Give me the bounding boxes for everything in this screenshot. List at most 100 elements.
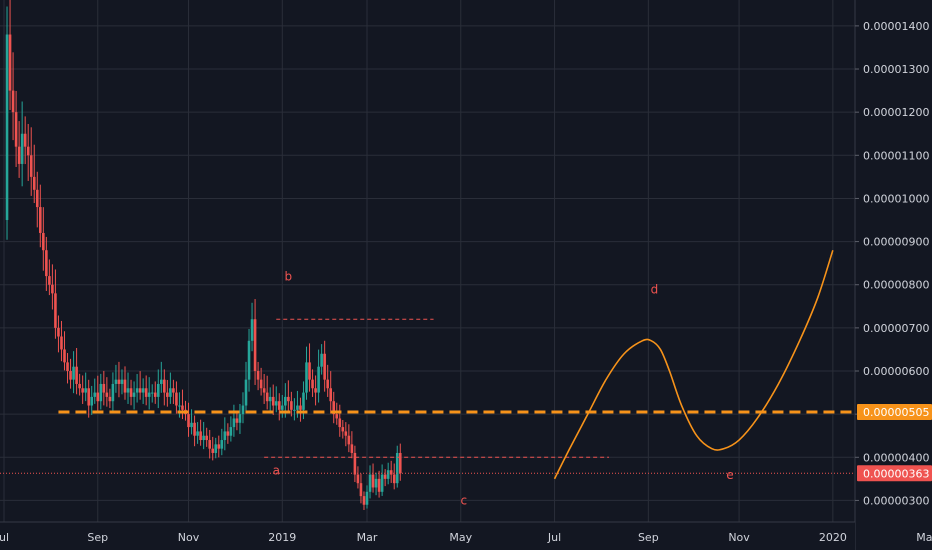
candle-body	[93, 392, 97, 397]
candle-body	[199, 431, 202, 441]
candle-body	[126, 388, 130, 393]
x-tick-label: Jul	[547, 531, 561, 544]
annotation-label-c: c	[460, 494, 467, 508]
candle-body	[156, 383, 160, 397]
candle-body	[32, 176, 36, 190]
candle-body	[217, 444, 221, 449]
candle-body	[262, 388, 266, 393]
candle-body	[350, 444, 354, 453]
candle-body	[196, 431, 199, 436]
candle-body	[265, 392, 269, 402]
y-tick-label: 0.00001300	[863, 63, 929, 76]
candle-body	[259, 379, 263, 389]
x-axis-panel	[0, 522, 855, 550]
candle-body	[72, 366, 75, 380]
candle-body	[117, 379, 121, 384]
candle-body	[317, 366, 320, 393]
candle-body	[338, 418, 342, 428]
candle-body	[377, 478, 381, 492]
candle-body	[299, 405, 302, 410]
candle-body	[163, 379, 166, 393]
candle-body	[26, 146, 30, 156]
candle-body	[193, 422, 196, 436]
annotation-label-a: a	[273, 464, 280, 478]
candle-body	[326, 379, 329, 389]
candle-body	[63, 349, 66, 363]
candle-body	[187, 414, 190, 428]
candle-body	[290, 401, 293, 410]
candle-body	[281, 405, 284, 410]
x-tick-label: May	[449, 531, 472, 544]
candle-body	[256, 371, 260, 380]
candle-body	[5, 34, 9, 221]
lines-layer	[0, 318, 855, 474]
x-tick-label: 2019	[268, 531, 296, 544]
candle-body	[169, 388, 172, 397]
y-tick-label: 0.00000800	[863, 279, 929, 292]
annotation-layer: a b c d e	[273, 269, 734, 507]
candle-body	[175, 392, 178, 406]
candle-body	[14, 112, 18, 147]
candle-body	[383, 474, 387, 479]
x-tick-label: Nov	[728, 531, 750, 544]
candle-body	[371, 474, 375, 488]
candle-body	[244, 379, 248, 406]
candle-body	[211, 448, 215, 453]
y-tick-label: 0.00001200	[863, 106, 929, 119]
candle-body	[223, 431, 227, 441]
candle-body	[335, 414, 339, 419]
candle-body	[114, 379, 118, 384]
candle-body	[69, 371, 72, 380]
candle-body	[365, 491, 369, 505]
candle-body	[166, 392, 169, 397]
candle-body	[347, 435, 351, 445]
candle-body	[17, 146, 21, 164]
candle-body	[284, 396, 287, 406]
x-tick-label: ul	[0, 531, 9, 544]
x-tick-label: 2020	[819, 531, 847, 544]
candle-body	[386, 470, 390, 479]
candle-body	[96, 392, 100, 402]
candle-body	[123, 379, 127, 393]
y-tick-label: 0.00000600	[863, 365, 929, 378]
candle-body	[380, 474, 384, 492]
candle-body	[11, 90, 15, 113]
candle-body	[144, 388, 148, 397]
candle-body	[250, 319, 254, 341]
candle-body	[341, 427, 345, 432]
candle-body	[205, 435, 208, 441]
candle-body	[81, 388, 84, 393]
candle-body	[329, 388, 332, 402]
candle-body	[87, 388, 90, 406]
candle-body	[271, 396, 275, 406]
candle-body	[160, 379, 163, 384]
candle-body	[202, 435, 205, 441]
candle-body	[20, 133, 24, 164]
candle-body	[392, 474, 396, 484]
candle-body	[129, 388, 133, 397]
candle-body	[75, 366, 78, 384]
y-tick-label: 0.00001000	[863, 192, 929, 205]
candle-body	[238, 414, 242, 423]
y-tick-label: 0.00000700	[863, 322, 929, 335]
candle-body	[362, 496, 366, 505]
candle-body	[353, 452, 357, 475]
current-price-badge-text: 0.00000363	[863, 467, 929, 480]
candle-body	[153, 392, 157, 397]
y-tick-label: 0.00000300	[863, 494, 929, 507]
candle-body	[120, 379, 124, 384]
candle-body	[229, 427, 233, 436]
candle-body	[42, 232, 45, 251]
candle-body	[356, 474, 360, 484]
candle-body	[332, 401, 336, 415]
candle-body	[48, 276, 51, 285]
candle-body	[374, 478, 378, 488]
candle-body	[398, 452, 402, 474]
candle-body	[132, 392, 136, 397]
candle-body	[241, 405, 245, 415]
candle-body	[84, 388, 87, 393]
candle-body	[57, 327, 60, 337]
candle-body	[395, 452, 399, 484]
